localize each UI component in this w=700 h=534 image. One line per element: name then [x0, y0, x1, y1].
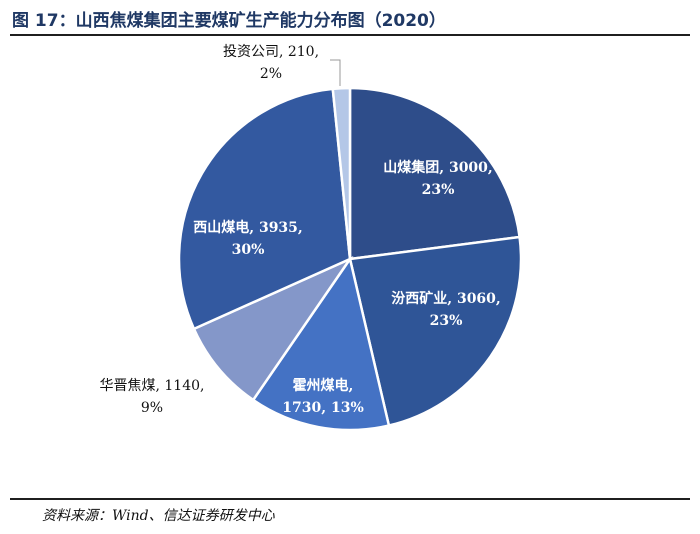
pie-slice-1 — [348, 86, 521, 261]
title-divider — [10, 34, 690, 36]
slice-label-6: 投资公司, 210, 2% — [223, 44, 319, 82]
slice-label-5: 西山煤电, 3935, 30% — [193, 219, 303, 258]
pie-slice-4 — [192, 256, 354, 402]
footer-divider — [10, 498, 690, 500]
slice-label-2: 汾西矿业, 3060, 23% — [391, 290, 501, 329]
leader-line-investment — [330, 59, 341, 86]
slice-label-1: 山煤集团, 3000, 23% — [383, 159, 493, 198]
slice-label-4: 华晋焦煤, 1140, 9% — [100, 378, 205, 416]
pie-slice-2 — [348, 235, 523, 428]
source-note: 资料来源：Wind、信达证券研发中心 — [42, 508, 275, 524]
slice-label-3: 霍州煤电, 1730, 13% — [282, 377, 364, 416]
chart-title: 图 17：山西焦煤集团主要煤矿生产能力分布图（2020） — [12, 11, 446, 31]
pie-slice-5 — [177, 87, 352, 331]
pie-slice-3 — [251, 255, 391, 432]
pie-slice-6 — [331, 86, 352, 260]
